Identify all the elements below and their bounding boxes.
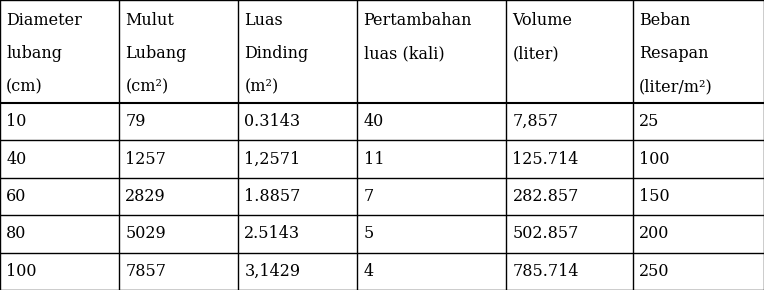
Text: (m²): (m²) xyxy=(244,79,279,95)
Text: 2829: 2829 xyxy=(125,188,166,205)
Text: 3,1429: 3,1429 xyxy=(244,263,300,280)
Text: lubang: lubang xyxy=(6,45,62,62)
Text: Volume: Volume xyxy=(513,12,572,29)
Text: (liter): (liter) xyxy=(513,45,559,62)
Text: 1.8857: 1.8857 xyxy=(244,188,301,205)
Text: 150: 150 xyxy=(639,188,669,205)
Text: 7,857: 7,857 xyxy=(513,113,558,130)
Text: Resapan: Resapan xyxy=(639,45,708,62)
Text: 125.714: 125.714 xyxy=(513,151,579,168)
Text: 60: 60 xyxy=(6,188,27,205)
Text: 785.714: 785.714 xyxy=(513,263,579,280)
Text: 2.5143: 2.5143 xyxy=(244,225,300,242)
Text: (liter/m²): (liter/m²) xyxy=(639,79,713,95)
Text: Diameter: Diameter xyxy=(6,12,82,29)
Text: Dinding: Dinding xyxy=(244,45,309,62)
Text: 7: 7 xyxy=(364,188,374,205)
Text: 25: 25 xyxy=(639,113,659,130)
Text: (cm²): (cm²) xyxy=(125,79,169,95)
Text: 11: 11 xyxy=(364,151,384,168)
Text: 1,2571: 1,2571 xyxy=(244,151,301,168)
Text: Lubang: Lubang xyxy=(125,45,186,62)
Text: 200: 200 xyxy=(639,225,669,242)
Text: 10: 10 xyxy=(6,113,27,130)
Text: 79: 79 xyxy=(125,113,146,130)
Text: Pertambahan: Pertambahan xyxy=(364,12,472,29)
Text: 80: 80 xyxy=(6,225,27,242)
Text: 100: 100 xyxy=(639,151,669,168)
Text: 40: 40 xyxy=(364,113,384,130)
Text: 4: 4 xyxy=(364,263,374,280)
Text: 0.3143: 0.3143 xyxy=(244,113,300,130)
Text: 282.857: 282.857 xyxy=(513,188,579,205)
Text: 502.857: 502.857 xyxy=(513,225,579,242)
Text: 5: 5 xyxy=(364,225,374,242)
Text: (cm): (cm) xyxy=(6,79,43,95)
Text: luas (kali): luas (kali) xyxy=(364,45,444,62)
Text: Mulut: Mulut xyxy=(125,12,174,29)
Text: 100: 100 xyxy=(6,263,37,280)
Text: 7857: 7857 xyxy=(125,263,167,280)
Text: 250: 250 xyxy=(639,263,669,280)
Text: 40: 40 xyxy=(6,151,27,168)
Text: Beban: Beban xyxy=(639,12,690,29)
Text: 1257: 1257 xyxy=(125,151,166,168)
Text: 5029: 5029 xyxy=(125,225,166,242)
Text: Luas: Luas xyxy=(244,12,283,29)
